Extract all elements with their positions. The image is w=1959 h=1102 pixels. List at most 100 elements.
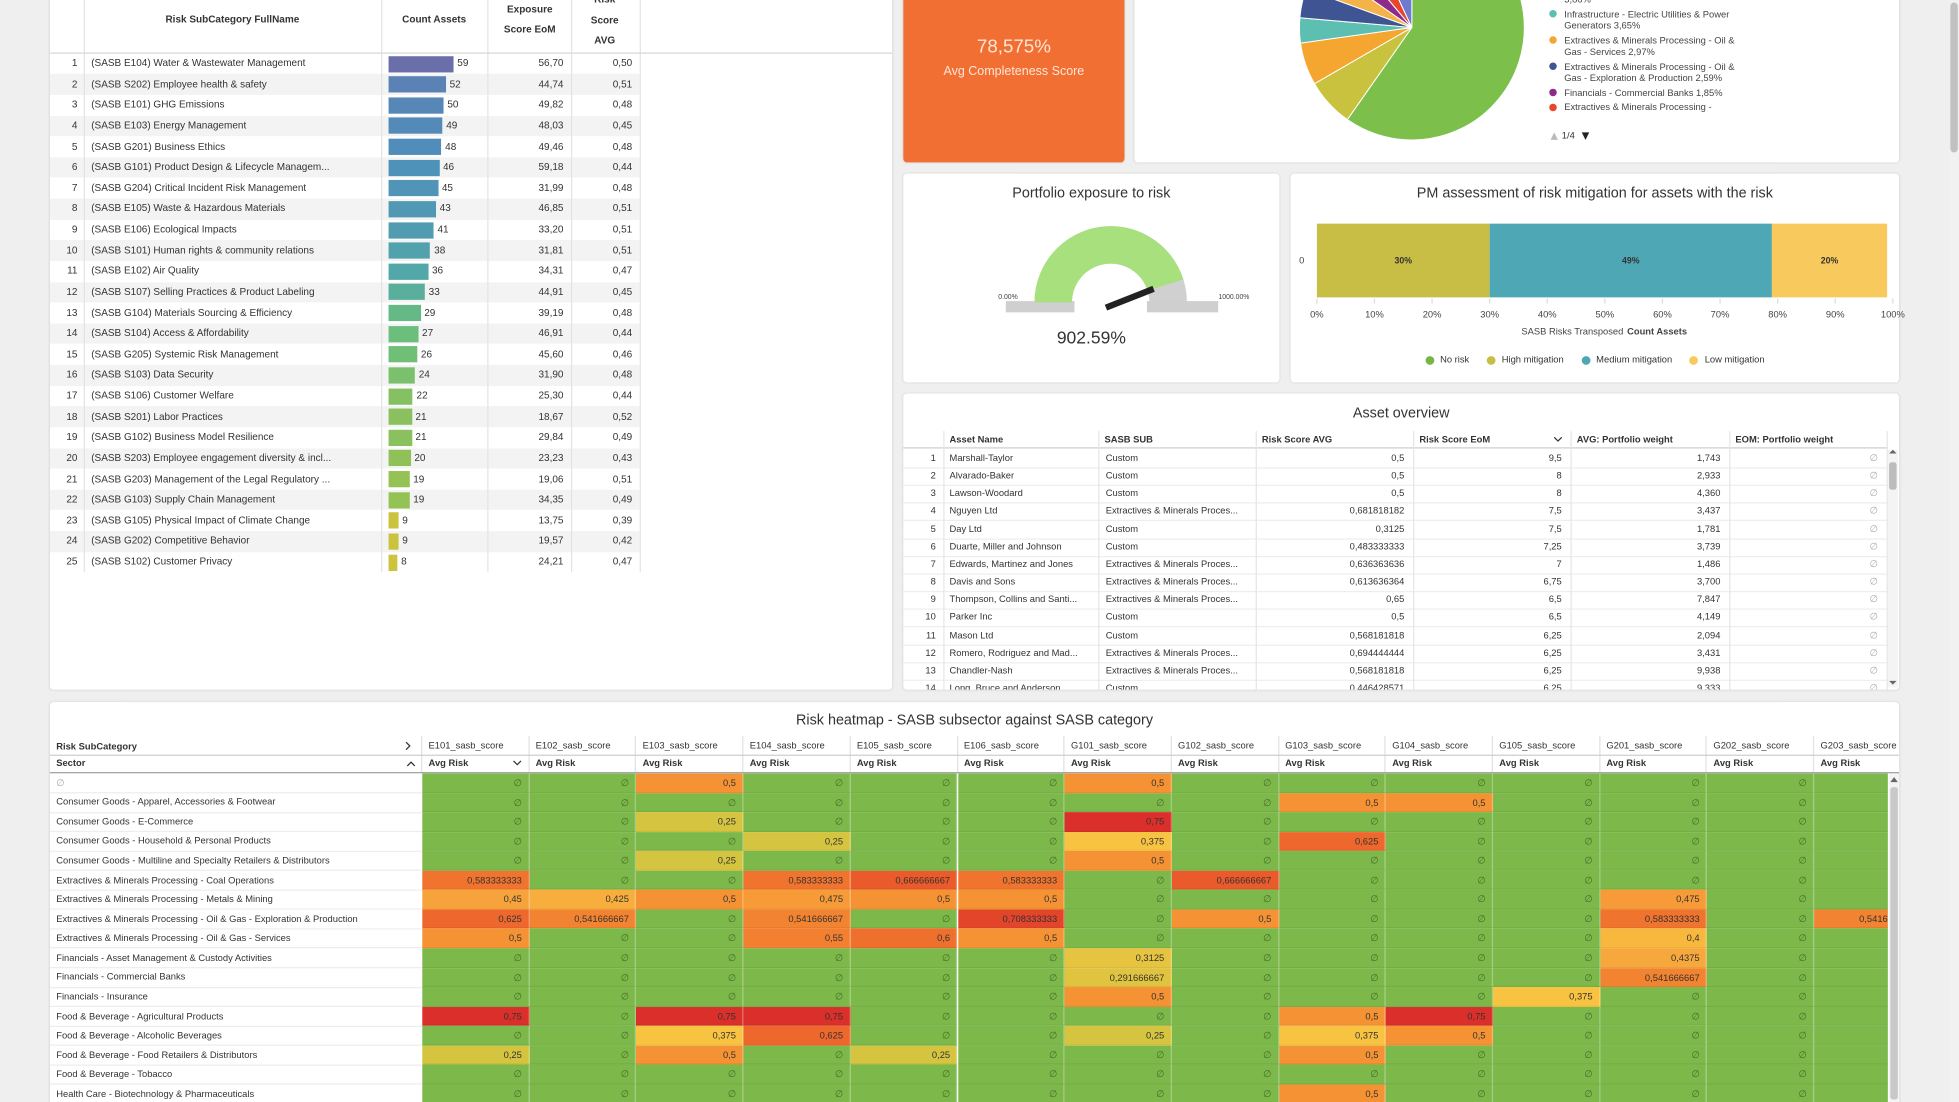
legend-item[interactable]: No risk: [1425, 352, 1469, 367]
legend-dot: [1689, 355, 1699, 365]
asset-cell: 7,5: [1548, 522, 1562, 535]
table-scrollbar[interactable]: [1887, 449, 1898, 688]
risk-cell: 0,48: [612, 140, 633, 152]
heat-cell: ∅: [1385, 773, 1494, 793]
row-number: 25: [66, 555, 78, 568]
pager-next[interactable]: [1581, 132, 1590, 140]
risk-table-panel: [49, 0, 893, 690]
legend-item[interactable]: Extractives & Minerals Processing - Oil …: [1549, 34, 1749, 58]
legend-item[interactable]: Financials - Commercial Banks 1,85%: [1549, 87, 1749, 99]
row-name: (SASB S203) Employee engagement diversit…: [91, 452, 332, 464]
heat-cell: ∅: [1385, 1045, 1494, 1065]
column-divider: [1277, 735, 1279, 774]
legend-item[interactable]: Medium mitigation: [1581, 352, 1672, 367]
sector-label: Consumer Goods - E-Commerce: [56, 815, 194, 827]
heat-cell: ∅: [1064, 1045, 1172, 1065]
sort-icon[interactable]: [1553, 436, 1563, 442]
page-scrollbar-thumb[interactable]: [1950, 2, 1958, 153]
asset-sub: Custom: [1105, 469, 1139, 482]
asset-cell: 0,65: [1386, 593, 1405, 605]
asset-cell: 2,094: [1696, 629, 1721, 641]
count-label: 21: [415, 431, 427, 443]
sort-icon[interactable]: [513, 760, 522, 766]
heat-cell: ∅: [1171, 948, 1279, 968]
heat-cell: ∅: [1814, 948, 1888, 968]
row-divider: [49, 1005, 423, 1008]
scroll-up[interactable]: [1889, 449, 1897, 454]
sector-label: Financials - Insurance: [56, 990, 148, 1002]
column-header: G202_sasb_score: [1713, 739, 1790, 751]
page-scrollbar[interactable]: [1949, 0, 1959, 1102]
gauge-base: [1146, 301, 1219, 313]
column-divider: [83, 0, 85, 573]
heatmap-scrollbar-thumb[interactable]: [1890, 787, 1898, 1100]
table-scrollbar-thumb[interactable]: [1889, 462, 1897, 490]
exposure-cell: 56,70: [538, 57, 564, 69]
collapse-icon[interactable]: [406, 761, 416, 767]
count-bar: [388, 97, 444, 114]
heat-cell: ∅: [1171, 1006, 1279, 1027]
measure-header: Avg Risk: [428, 757, 469, 769]
heat-cell: ∅: [529, 928, 637, 949]
legend-item[interactable]: Extractives & Minerals Processing -: [1549, 101, 1749, 113]
heat-cell: ∅: [422, 1026, 530, 1046]
heat-cell: ∅: [1171, 987, 1279, 1007]
heat-cell: 0,541666667: [1814, 909, 1888, 929]
heat-cell: ∅: [957, 851, 1065, 871]
heat-cell: ∅: [850, 831, 958, 852]
legend-item[interactable]: Extractives & Minerals Processing - Oil …: [1549, 61, 1749, 85]
row-number: 6: [71, 161, 78, 173]
heat-cell: ∅: [1600, 987, 1708, 1007]
heat-cell: ∅: [1814, 870, 1888, 891]
heat-cell: ∅: [636, 831, 744, 852]
measure-header: Avg Risk: [1285, 757, 1325, 769]
heat-cell: 0,375: [1064, 831, 1172, 852]
row-number: 6: [930, 540, 936, 552]
legend-item[interactable]: Low mitigation: [1689, 352, 1765, 367]
kpi-label: Avg Completeness Score: [943, 64, 1085, 79]
risk-cell: 0,45: [612, 119, 633, 132]
bar-segment: [1316, 223, 1490, 298]
count-label: 19: [413, 472, 425, 485]
heat-cell: ∅: [1385, 967, 1494, 988]
scroll-down[interactable]: [1889, 680, 1897, 685]
column-divider: [1812, 735, 1815, 774]
measure-header: Avg Risk: [856, 757, 897, 769]
heat-cell: ∅: [1278, 773, 1386, 793]
exposure-cell: 31,90: [538, 369, 564, 381]
asset-cell: 9,333: [1696, 682, 1721, 690]
heat-cell: ∅: [850, 1064, 958, 1085]
scroll-up[interactable]: [1890, 777, 1898, 783]
expand-icon[interactable]: [405, 741, 411, 751]
heat-cell: 0,6: [850, 928, 958, 949]
measure-header: Avg Risk: [1178, 757, 1218, 769]
pager-prev[interactable]: [1550, 132, 1559, 140]
legend-item[interactable]: 3,86%: [1549, 0, 1749, 6]
bar-label: 30%: [1395, 255, 1413, 265]
legend-item[interactable]: High mitigation: [1486, 352, 1564, 367]
heat-cell: ∅: [1600, 1064, 1708, 1085]
header-divider: [49, 772, 1900, 774]
count-bar: [388, 159, 440, 176]
row-number: 22: [66, 493, 78, 505]
heat-cell: ∅: [529, 948, 637, 968]
heat-cell: ∅: [422, 851, 530, 871]
exposure-cell: 29,84: [538, 431, 564, 443]
asset-cell: 1,781: [1696, 522, 1721, 535]
heat-cell: ∅: [422, 987, 530, 1007]
heat-cell: ∅: [957, 1026, 1065, 1046]
row-number: 4: [71, 119, 78, 132]
asset-cell: 7: [1556, 558, 1562, 570]
heat-cell: ∅: [1385, 851, 1494, 871]
heat-cell: ∅: [1171, 1064, 1279, 1085]
gauge-base: [1005, 301, 1075, 313]
x-tick-label: 100%: [1881, 309, 1905, 319]
count-bar: [388, 491, 410, 509]
heat-cell: 0,625: [1278, 831, 1386, 852]
column-divider: [1705, 735, 1708, 774]
legend-item[interactable]: Infrastructure - Electric Utilities & Po…: [1549, 8, 1749, 32]
heat-cell: ∅: [1814, 1064, 1888, 1085]
column-header: E101_sasb_score: [428, 739, 504, 751]
heat-cell: ∅: [1171, 1026, 1279, 1046]
asset-sub: Custom: [1105, 611, 1139, 623]
